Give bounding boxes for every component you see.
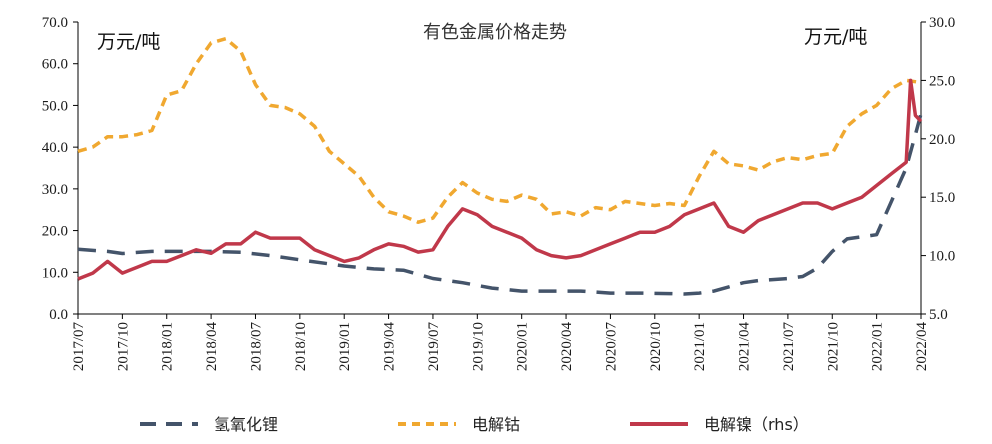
x-tick-label: 2017/10 xyxy=(115,322,131,371)
x-tick-label: 2021/10 xyxy=(825,322,841,371)
x-tick-label: 2021/04 xyxy=(737,322,753,372)
left-tick-label: 50.0 xyxy=(42,98,68,114)
legend-label-2: 电解钴 xyxy=(472,415,520,434)
x-tick-label: 2021/07 xyxy=(781,322,797,372)
legend-label-1: 氢氧化锂 xyxy=(214,415,278,434)
x-tick-label: 2018/07 xyxy=(248,322,264,372)
x-tick-label: 2022/01 xyxy=(870,322,886,371)
right-tick-label: 15.0 xyxy=(929,190,955,206)
x-tick-label: 2017/07 xyxy=(71,322,87,372)
right-axis-unit: 万元/吨 xyxy=(804,26,867,48)
x-tick-label: 2019/10 xyxy=(470,322,486,371)
right-tick-label: 25.0 xyxy=(929,73,955,89)
x-tick-label: 2020/01 xyxy=(515,322,531,371)
series-lines xyxy=(77,36,923,296)
x-tick-label: 2020/07 xyxy=(603,322,619,372)
left-tick-label: 10.0 xyxy=(42,265,68,281)
chart-title: 有色金属价格走势 xyxy=(423,22,567,43)
x-tick-label: 2018/04 xyxy=(204,322,220,372)
left-tick-label: 0.0 xyxy=(49,307,68,323)
left-tick-label: 70.0 xyxy=(42,15,68,31)
x-tick-label: 2019/01 xyxy=(337,322,353,371)
left-tick-label: 40.0 xyxy=(42,140,68,156)
x-tick-label: 2018/01 xyxy=(160,322,176,371)
series-line-2 xyxy=(77,36,922,224)
right-tick-label: 30.0 xyxy=(929,15,955,31)
right-tick-label: 5.0 xyxy=(929,307,948,323)
x-tick-label: 2018/10 xyxy=(293,322,309,371)
x-tick-label: 2019/07 xyxy=(426,322,442,372)
right-tick-label: 10.0 xyxy=(929,249,955,265)
x-tick-label: 2020/04 xyxy=(559,322,575,372)
series-line-1 xyxy=(77,113,923,296)
right-tick-label: 20.0 xyxy=(929,132,955,148)
legend-label-3: 电解镍（rhs） xyxy=(704,415,809,434)
left-tick-label: 30.0 xyxy=(42,182,68,198)
series-line-3 xyxy=(77,78,923,281)
legend: 氢氧化锂 电解钴 电解镍（rhs） xyxy=(140,415,809,434)
x-tick-label: 2020/10 xyxy=(648,322,664,371)
x-tick-label: 2021/01 xyxy=(692,322,708,371)
left-tick-label: 20.0 xyxy=(42,224,68,240)
left-tick-label: 60.0 xyxy=(42,57,68,73)
axes: 0.0 10.0 20.0 30.0 40.0 50.0 60.0 70.0 5.0 10.0 15… xyxy=(42,15,956,371)
x-tick-label: 2019/04 xyxy=(382,322,398,372)
left-axis-unit: 万元/吨 xyxy=(97,31,160,53)
x-tick-label: 2022/04 xyxy=(914,322,930,372)
